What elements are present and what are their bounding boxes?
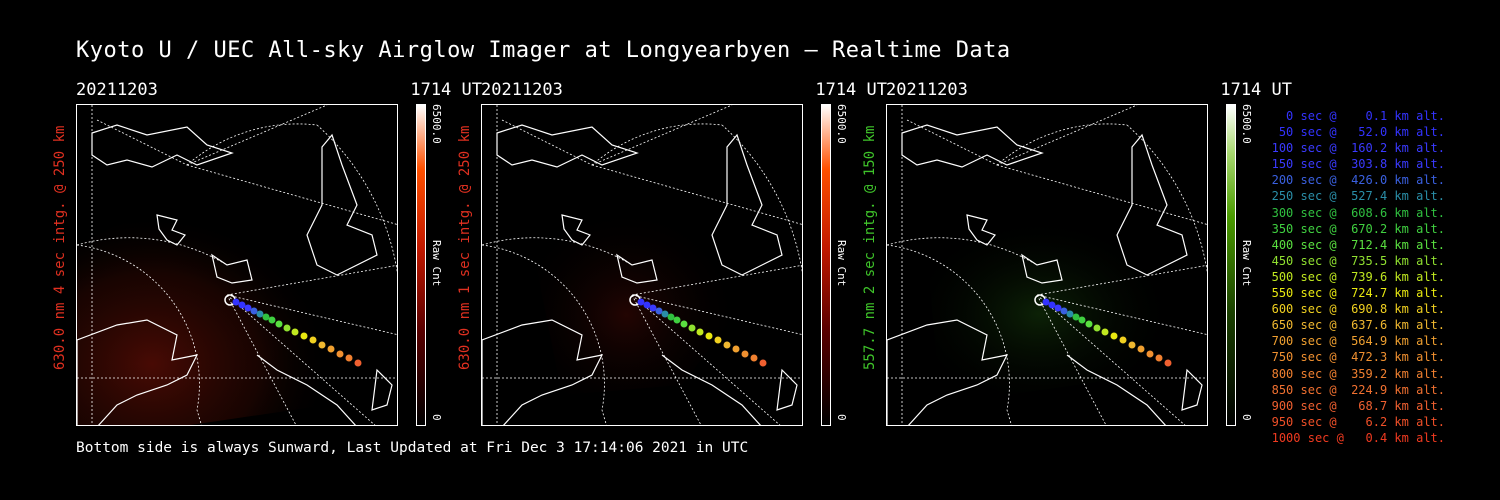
legend-entry: 450 sec @ 735.5 km alt. bbox=[1271, 253, 1445, 268]
map-overlay bbox=[887, 105, 1207, 425]
legend-entry: 950 sec @ 6.2 km alt. bbox=[1271, 414, 1445, 429]
colorbar-label: Raw Cnt bbox=[835, 240, 848, 287]
airglow-panel-557-2sec: 20211203 1714 UT 557.7 nm 2 sec intg. @ … bbox=[862, 80, 1316, 430]
legend-entry: 650 sec @ 637.6 km alt. bbox=[1271, 318, 1445, 333]
satellite-track bbox=[637, 298, 767, 367]
satellite-track bbox=[232, 298, 362, 367]
panel-ylabel: 557.7 nm 2 sec intg. @ 150 km bbox=[862, 125, 878, 370]
coastlines bbox=[482, 124, 798, 425]
grid-lines bbox=[77, 105, 397, 425]
colorbar-min: 0 bbox=[835, 414, 848, 421]
legend-entry: 150 sec @ 303.8 km alt. bbox=[1271, 157, 1445, 172]
colorbar-max: 6500.0 bbox=[835, 104, 848, 144]
map-overlay bbox=[482, 105, 802, 425]
legend-entry: 550 sec @ 724.7 km alt. bbox=[1271, 286, 1445, 301]
legend-entry: 50 sec @ 52.0 km alt. bbox=[1271, 125, 1445, 140]
allsky-map bbox=[481, 104, 803, 426]
coastlines bbox=[887, 124, 1203, 425]
airglow-emission bbox=[77, 175, 377, 425]
legend-entry: 400 sec @ 712.4 km alt. bbox=[1271, 237, 1445, 252]
legend-entry: 250 sec @ 527.4 km alt. bbox=[1271, 189, 1445, 204]
colorbar-label: Raw Cnt bbox=[1240, 240, 1253, 287]
allsky-map bbox=[76, 104, 398, 426]
footer-status: Bottom side is always Sunward, Last Upda… bbox=[76, 440, 749, 456]
map-overlay bbox=[77, 105, 397, 425]
satellite-track bbox=[1042, 298, 1172, 367]
legend-entry: 900 sec @ 68.7 km alt. bbox=[1271, 398, 1445, 413]
legend-entry: 700 sec @ 564.9 km alt. bbox=[1271, 334, 1445, 349]
legend-entry: 100 sec @ 160.2 km alt. bbox=[1271, 141, 1445, 156]
coastlines bbox=[77, 124, 393, 425]
panel-time: 1714 UT bbox=[815, 80, 887, 100]
legend-entry: 200 sec @ 426.0 km alt. bbox=[1271, 173, 1445, 188]
colorbar-max: 6500.0 bbox=[1240, 104, 1253, 144]
colorbar bbox=[821, 104, 831, 426]
colorbar-min: 0 bbox=[430, 414, 443, 421]
colorbar-label: Raw Cnt bbox=[430, 240, 443, 287]
colorbar bbox=[416, 104, 426, 426]
colorbar-max: 6500.0 bbox=[430, 104, 443, 144]
airglow-panel-630-1sec: 20211203 1714 UT 630.0 nm 1 sec intg. @ … bbox=[457, 80, 911, 430]
page-title: Kyoto U / UEC All-sky Airglow Imager at … bbox=[76, 38, 1011, 63]
panel-date: 20211203 bbox=[481, 80, 563, 100]
allsky-map bbox=[886, 104, 1208, 426]
grid-lines bbox=[887, 105, 1207, 425]
airglow-panel-630-4sec: 20211203 1714 UT 630.0 nm 4 sec intg. @ … bbox=[52, 80, 506, 430]
legend-entry: 500 sec @ 739.6 km alt. bbox=[1271, 269, 1445, 284]
legend-entry: 0 sec @ 0.1 km alt. bbox=[1271, 109, 1445, 123]
legend-entry: 300 sec @ 608.6 km alt. bbox=[1271, 205, 1445, 220]
legend-entry: 1000 sec @ 0.4 km alt. bbox=[1271, 430, 1445, 445]
colorbar-min: 0 bbox=[1240, 414, 1253, 421]
grid-lines bbox=[482, 105, 802, 425]
legend-entry: 600 sec @ 690.8 km alt. bbox=[1271, 302, 1445, 317]
colorbar bbox=[1226, 104, 1236, 426]
altitude-legend: 0 sec @ 0.1 km alt. 50 sec @ 52.0 km alt… bbox=[1270, 108, 1445, 446]
legend-entry: 350 sec @ 670.2 km alt. bbox=[1271, 221, 1445, 236]
panel-time: 1714 UT bbox=[1220, 80, 1292, 100]
panel-ylabel: 630.0 nm 4 sec intg. @ 250 km bbox=[52, 125, 68, 370]
panel-time: 1714 UT bbox=[410, 80, 482, 100]
legend-entry: 850 sec @ 224.9 km alt. bbox=[1271, 382, 1445, 397]
legend-entry: 800 sec @ 359.2 km alt. bbox=[1271, 366, 1445, 381]
panel-date: 20211203 bbox=[76, 80, 158, 100]
panel-date: 20211203 bbox=[886, 80, 968, 100]
legend-entry: 750 sec @ 472.3 km alt. bbox=[1271, 350, 1445, 365]
panel-ylabel: 630.0 nm 1 sec intg. @ 250 km bbox=[457, 125, 473, 370]
